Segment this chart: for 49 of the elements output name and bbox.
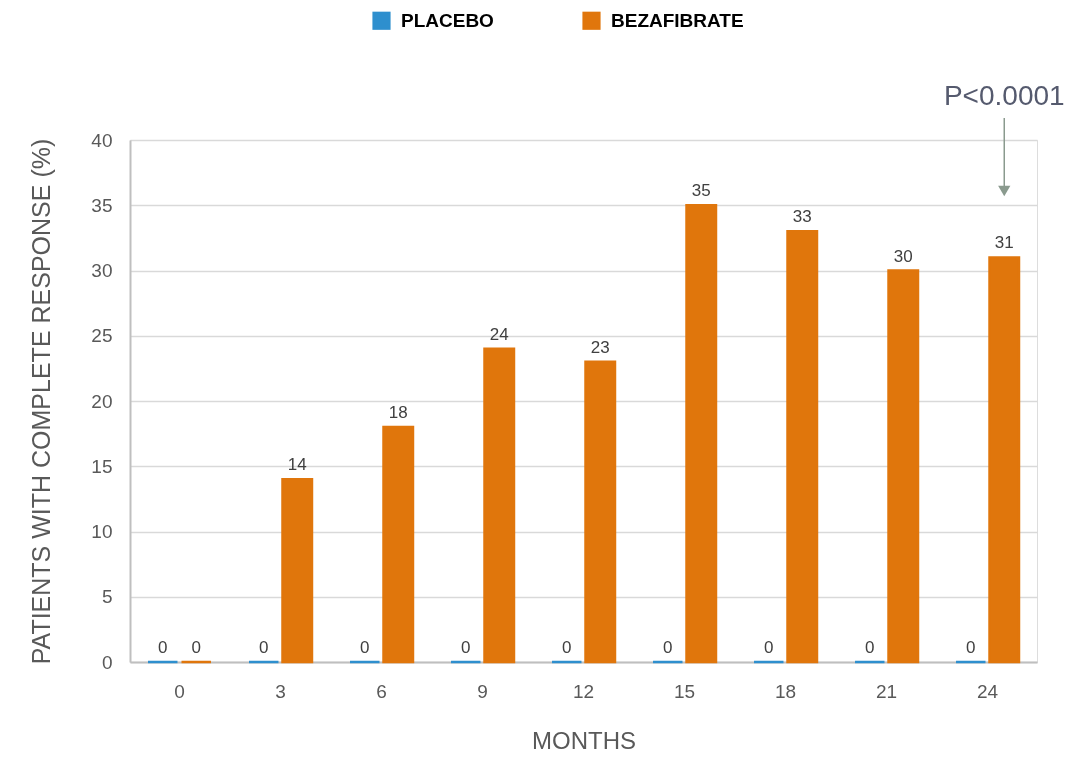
x-tick-label: 24 [976,680,999,702]
data-label: 0 [158,638,168,657]
data-label: 30 [893,246,913,266]
data-label: 0 [461,638,471,657]
y-tick-label: 35 [91,194,113,216]
y-tick-label: 25 [91,325,113,347]
x-tick-label: 3 [275,680,286,702]
data-label: 23 [590,337,610,357]
bar [382,425,415,664]
data-label: 31 [994,233,1014,253]
legend-label: BEZAFIBRATE [611,9,744,31]
bar [584,360,617,664]
data-label: 0 [865,638,875,657]
x-tick-label: 6 [376,680,387,702]
data-label: 0 [191,638,201,657]
x-axis-title: MONTHS [532,726,636,754]
text: P<0.0001 [943,80,1065,111]
bar [685,204,718,664]
data-label: 0 [966,638,976,657]
legend-label: PLACEBO [401,9,494,31]
y-tick-label: 40 [91,129,113,151]
y-axis-title: PATIENTS WITH COMPLETE RESPONSE (%) [27,138,56,665]
bar [887,269,920,664]
y-tick-label: 30 [91,260,113,281]
data-label: 0 [259,638,269,657]
y-tick-label: 5 [101,586,113,608]
data-label: 0 [360,638,370,657]
bar [786,230,819,664]
bar [483,347,516,664]
y-tick-label: 0 [101,651,113,673]
data-label: 0 [764,638,774,657]
data-label: 0 [562,638,572,657]
x-tick-label: 0 [174,680,185,702]
bar [281,478,314,664]
data-label: 35 [691,181,711,201]
x-tick-label: 12 [572,680,595,702]
data-label: 0 [663,638,673,657]
data-label: 33 [792,207,812,227]
y-tick-label: 10 [91,521,113,542]
x-tick-label: 9 [477,680,488,702]
y-tick-label: 20 [91,390,113,412]
x-tick-label: 18 [774,680,797,702]
data-label: 18 [388,403,408,423]
x-tick-label: 15 [673,680,696,702]
data-label: 24 [489,324,509,344]
data-label: 14 [287,455,307,475]
bar [988,256,1021,664]
x-tick-label: 21 [875,680,898,702]
y-tick-label: 15 [91,455,113,477]
